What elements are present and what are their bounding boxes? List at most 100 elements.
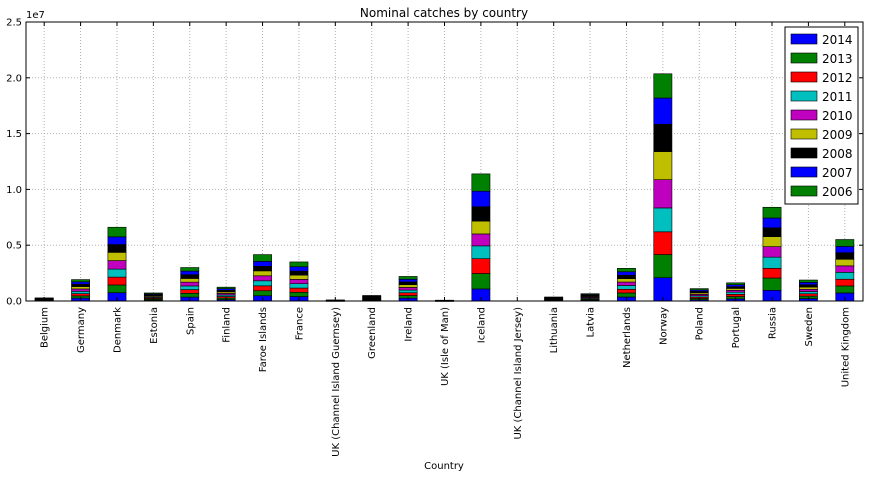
- bar-segment: [71, 293, 90, 297]
- bar-segment: [726, 294, 746, 297]
- bar-segment: [799, 279, 818, 283]
- bar-segment: [71, 286, 90, 290]
- bar-segment: [107, 268, 127, 278]
- y-tick-label: 1.5: [6, 129, 22, 140]
- bar-segment: [835, 239, 855, 247]
- bar-segment: [289, 291, 309, 297]
- bar-segment: [835, 258, 855, 267]
- y-tick-label: 0.0: [6, 297, 22, 308]
- bar-segment: [180, 274, 200, 279]
- bar-segment: [107, 252, 127, 261]
- bar-segment: [762, 206, 782, 219]
- bar-segment: [471, 233, 491, 247]
- bar-segment: [799, 293, 818, 297]
- bar-segment: [762, 246, 782, 258]
- bar-segment: [398, 287, 418, 291]
- x-tick-label: Finland: [222, 307, 233, 343]
- legend-swatch: [790, 128, 818, 140]
- bar-segment: [471, 206, 491, 222]
- bar-segment: [762, 236, 782, 247]
- legend-swatch: [790, 109, 818, 121]
- x-tick-label: Poland: [695, 307, 706, 340]
- bar-segment: [835, 246, 855, 253]
- bar-segment: [180, 270, 200, 275]
- bar-segment: [762, 268, 782, 279]
- bar-segment: [398, 284, 418, 288]
- bar-segment: [71, 290, 90, 294]
- bar-segment: [799, 291, 818, 295]
- bar-segment: [617, 274, 636, 279]
- x-tick-label: Norway: [658, 307, 669, 345]
- legend-label: 2006: [822, 185, 853, 199]
- x-tick-label: UK (Channel Island Guernsey): [331, 307, 342, 457]
- x-tick-label: Denmark: [112, 307, 123, 353]
- bar-segment: [835, 285, 855, 294]
- legend-swatch: [790, 90, 818, 102]
- legend-label: 2010: [822, 109, 853, 123]
- bar-segment: [617, 271, 636, 276]
- bar-segment: [289, 287, 309, 293]
- bar-segment: [471, 258, 491, 274]
- bar-segment: [398, 278, 418, 283]
- y-tick-label: 2.5: [6, 18, 22, 29]
- bar-segment: [253, 254, 272, 262]
- legend-swatch: [790, 52, 818, 64]
- bar-segment: [143, 292, 163, 295]
- bar-segment: [726, 291, 746, 295]
- x-tick-label: Netherlands: [622, 307, 633, 368]
- legend-label: 2008: [822, 147, 853, 161]
- x-tick-label: Sweden: [804, 307, 815, 347]
- bar-segment: [107, 284, 127, 294]
- legend-swatch: [790, 166, 818, 178]
- bar-segment: [71, 279, 90, 283]
- x-tick-label: Spain: [185, 307, 196, 335]
- bar-segment: [289, 274, 309, 280]
- legend-label: 2012: [822, 71, 853, 85]
- bar-segment: [762, 256, 782, 269]
- bar-segment: [471, 220, 491, 235]
- bar-segment: [617, 278, 636, 283]
- bar-segment: [253, 275, 272, 282]
- y-tick-label: 1.0: [6, 185, 22, 196]
- bar-segment: [107, 276, 127, 286]
- bar-segment: [180, 285, 200, 290]
- bar-segment: [471, 245, 491, 260]
- legend-swatch: [790, 71, 818, 83]
- legend-label: 2013: [822, 52, 853, 66]
- bar-segment: [398, 292, 418, 296]
- x-tick-label: Lithuania: [549, 307, 560, 353]
- bar-segment: [107, 244, 127, 253]
- bar-segment: [471, 190, 491, 207]
- x-tick-label: France: [294, 307, 305, 340]
- bar-segment: [71, 288, 90, 292]
- bar-segment: [180, 292, 200, 298]
- x-tick-label: Germany: [76, 307, 87, 353]
- y-tick-label: 0.5: [6, 241, 22, 252]
- bar-segment: [653, 97, 673, 125]
- bar-segment: [253, 265, 272, 272]
- bar-segment: [216, 286, 236, 290]
- legend-swatch: [790, 33, 818, 45]
- bar-segment: [653, 254, 673, 278]
- bar-segment: [180, 267, 200, 272]
- x-tick-label: Ireland: [404, 307, 415, 342]
- bar-segment: [253, 261, 272, 267]
- x-tick-label: UK (Isle of Man): [440, 307, 451, 386]
- x-tick-label: United Kingdom: [840, 307, 851, 387]
- bar-segment: [362, 295, 382, 297]
- bar-segment: [253, 285, 272, 292]
- bar-segment: [617, 281, 636, 286]
- bar-segment: [471, 273, 491, 290]
- bar-segment: [799, 284, 818, 288]
- bar-segment: [289, 266, 309, 272]
- x-tick-label: Russia: [768, 307, 779, 339]
- bar-segment: [835, 278, 855, 287]
- legend-swatch: [790, 185, 818, 197]
- x-axis: Belgium Germany Denmark Estonia Spain Finland…: [40, 22, 851, 457]
- x-axis-label: Country: [424, 461, 464, 472]
- bar-segment: [762, 217, 782, 229]
- bar-segment: [253, 290, 272, 297]
- bar-segment: [653, 207, 673, 233]
- bar-segment: [799, 286, 818, 290]
- legend-label: 2007: [822, 166, 853, 180]
